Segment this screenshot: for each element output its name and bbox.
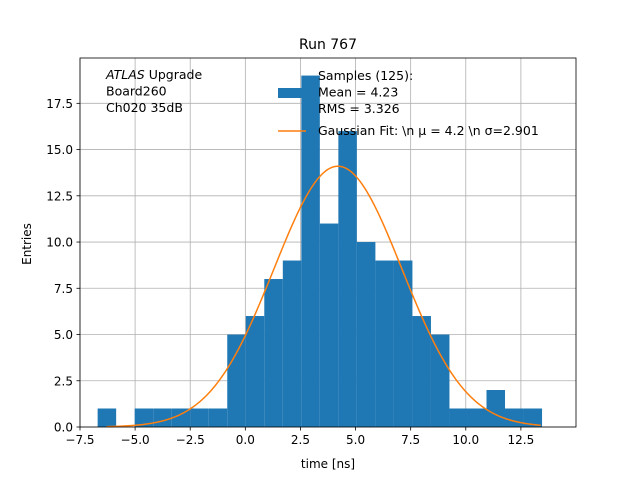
histogram-bar (430, 334, 450, 427)
annotation-line: Ch020 35dB (106, 100, 183, 115)
chart-title: Run 767 (299, 37, 357, 53)
fit-curve (106, 165, 541, 428)
histogram-bar (97, 408, 117, 427)
legend-hist-swatch (278, 88, 306, 98)
histogram-bar (412, 316, 431, 427)
histogram-bar (245, 316, 265, 427)
histogram-bar (190, 408, 209, 427)
histogram-bar (356, 242, 376, 427)
histogram-bar (393, 260, 413, 427)
histogram-bar (153, 408, 172, 427)
annotation-line: Board260 (106, 84, 167, 99)
histogram-bar (171, 408, 191, 427)
annotation-line: ATLAS Upgrade (105, 67, 202, 82)
histogram-bar (227, 334, 246, 427)
y-tick-label: 5.0 (54, 328, 73, 342)
histogram-bar (486, 390, 506, 427)
histogram-bar (319, 223, 339, 427)
histogram-bar (338, 131, 357, 427)
x-tick-label: 5.0 (346, 433, 365, 447)
histogram-bar (505, 408, 524, 427)
legend-fit-label: Gaussian Fit: \n μ = 4.2 \n σ=2.901 (318, 123, 539, 138)
y-tick-label: 12.5 (46, 189, 73, 203)
x-tick-label: 2.5 (291, 433, 310, 447)
axes: −7.5 −5.0 −2.5 0.0 2.5 5.0 7.5 10.0 12.5 0.0 2.5 5.… (46, 57, 577, 447)
x-axis-label: time [ns] (301, 457, 355, 471)
gaussian-fit (106, 165, 541, 428)
histogram-bar (375, 260, 394, 427)
y-tick-label: 2.5 (54, 374, 73, 388)
y-axis-label: Entries (20, 223, 34, 265)
x-tick-label: 7.5 (401, 433, 420, 447)
histogram-bar (208, 408, 228, 427)
x-tick-label: 10.0 (452, 433, 479, 447)
y-tick-label: 0.0 (54, 421, 73, 435)
x-tick-label: −5.0 (121, 433, 150, 447)
y-tick-label: 15.0 (46, 143, 73, 157)
x-tick-label: 12.5 (508, 433, 535, 447)
histogram-bar (264, 279, 283, 427)
legend-hist-label: Samples (125): (318, 68, 413, 83)
histogram-bar (134, 408, 154, 427)
legend-hist-label: Mean = 4.23 (318, 85, 398, 100)
histogram-bar (282, 260, 302, 427)
legend: Samples (125): Mean = 4.23 RMS = 3.326 Ga… (278, 68, 539, 138)
histogram-bar (467, 408, 487, 427)
histogram-bar (449, 408, 468, 427)
histogram-bar (523, 408, 543, 427)
histogram-bars (97, 75, 543, 428)
legend-hist-label: RMS = 3.326 (318, 101, 400, 116)
x-tick-label: −2.5 (176, 433, 205, 447)
plot-frame (79, 57, 577, 428)
x-tick-label: −7.5 (65, 433, 94, 447)
histogram-bar (301, 75, 320, 428)
x-tick-label: 0.0 (236, 433, 255, 447)
y-tick-label: 10.0 (46, 236, 73, 250)
y-tick-label: 7.5 (54, 282, 73, 296)
run-annotation: ATLAS Upgrade Board260 Ch020 35dB (105, 67, 202, 115)
y-tick-label: 17.5 (46, 97, 73, 111)
